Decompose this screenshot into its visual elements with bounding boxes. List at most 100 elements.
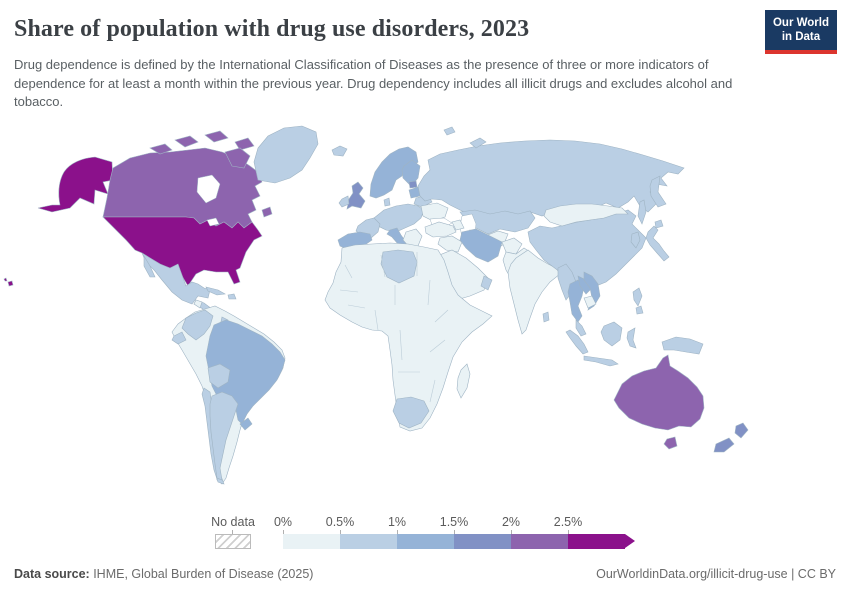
island-tasmania[interactable]	[663, 436, 678, 450]
island-java[interactable]	[583, 355, 619, 367]
legend-tick-mark	[397, 530, 398, 534]
island-sulawesi[interactable]	[626, 327, 637, 349]
legend-tick-mark	[568, 530, 569, 534]
country-australia[interactable]	[613, 354, 705, 431]
country-cambodia[interactable]	[583, 295, 597, 309]
legend-color-swatch[interactable]	[397, 534, 454, 549]
legend-tick-mark	[283, 530, 284, 534]
map-legend: No data 0% 0.5% 1% 1.5% 2% 2.5%	[0, 513, 850, 555]
country-greenland[interactable]	[253, 125, 319, 184]
data-source-label: Data source:	[14, 567, 90, 581]
legend-tick-label: 2%	[501, 515, 521, 529]
owid-logo-line2: in Data	[781, 30, 821, 43]
country-uruguay[interactable]	[239, 417, 253, 431]
country-sri-lanka[interactable]	[542, 311, 550, 323]
region-iraq-syria[interactable]	[437, 235, 463, 253]
page-title: Share of population with drug use disord…	[14, 16, 530, 42]
chart-footer: Data source: IHME, Global Burden of Dise…	[14, 567, 836, 581]
legend-tick-label: 1.5%	[439, 515, 469, 529]
legend-color-swatch[interactable]	[340, 534, 397, 549]
country-united-kingdom[interactable]	[346, 181, 366, 210]
country-japan[interactable]	[645, 225, 670, 262]
island-borneo[interactable]	[600, 321, 623, 347]
country-india[interactable]	[507, 249, 561, 335]
great-lakes	[206, 217, 220, 227]
hawaii[interactable]	[7, 280, 14, 287]
legend-color-swatch[interactable]	[283, 534, 340, 549]
legend-color-swatch[interactable]	[454, 534, 511, 549]
region-caucasus[interactable]	[451, 219, 465, 231]
arctic-island[interactable]	[174, 135, 199, 148]
country-cuba[interactable]	[205, 286, 226, 296]
country-afghanistan[interactable]	[501, 237, 523, 255]
island-hispaniola[interactable]	[227, 293, 237, 300]
region-oman-uae[interactable]	[480, 275, 493, 291]
country-philippines[interactable]	[632, 287, 643, 307]
data-source-note: Data source: IHME, Global Burden of Dise…	[14, 567, 313, 581]
legend-color-swatch[interactable]	[511, 534, 568, 549]
country-guatemala[interactable]	[193, 299, 203, 309]
novaya-zemlya[interactable]	[469, 137, 487, 149]
country-ecuador[interactable]	[171, 331, 187, 345]
country-argentina[interactable]	[209, 391, 239, 481]
country-kazakhstan[interactable]	[459, 209, 536, 235]
region-africa[interactable]	[324, 242, 493, 432]
legend-color-swatch[interactable]	[568, 534, 625, 549]
country-colombia[interactable]	[181, 309, 214, 341]
country-south-korea[interactable]	[630, 231, 641, 249]
arctic-island[interactable]	[204, 130, 229, 143]
legend-tick-label: 0.5%	[325, 515, 355, 529]
country-bolivia[interactable]	[207, 363, 231, 389]
country-estonia[interactable]	[408, 180, 418, 189]
region-norway-sweden[interactable]	[369, 146, 419, 199]
country-iran[interactable]	[459, 228, 503, 263]
hawaii[interactable]	[3, 277, 8, 282]
world-choropleth-map	[3, 125, 749, 485]
legend-segments	[283, 534, 635, 549]
kamchatka[interactable]	[649, 175, 667, 208]
island-new-guinea[interactable]	[661, 336, 704, 355]
country-mongolia[interactable]	[543, 203, 629, 227]
arctic-island[interactable]	[234, 137, 255, 151]
nz-south-island[interactable]	[713, 437, 735, 453]
arctic-island[interactable]	[149, 143, 173, 155]
country-south-africa[interactable]	[392, 396, 430, 429]
owid-logo[interactable]: Our World in Data	[764, 10, 837, 54]
country-denmark[interactable]	[383, 197, 391, 207]
legend-color-bar: 0% 0.5% 1% 1.5% 2% 2.5%	[274, 513, 643, 553]
legend-tick-label: 1%	[387, 515, 407, 529]
sakhalin[interactable]	[637, 199, 647, 225]
region-central-europe[interactable]	[373, 203, 425, 233]
legend-tick-mark	[340, 530, 341, 534]
nz-north-island[interactable]	[734, 422, 749, 439]
no-data-label: No data	[211, 515, 255, 529]
country-madagascar[interactable]	[456, 363, 471, 399]
country-turkey[interactable]	[424, 221, 457, 238]
country-ireland[interactable]	[338, 195, 350, 208]
country-malaysia[interactable]	[575, 319, 587, 337]
baffin-island[interactable]	[224, 147, 251, 169]
no-data-swatch[interactable]	[215, 534, 251, 549]
island-mindanao[interactable]	[635, 305, 644, 315]
newfoundland[interactable]	[261, 206, 273, 218]
data-source-text: IHME, Global Burden of Disease (2025)	[89, 567, 314, 581]
citation-link[interactable]: OurWorldinData.org/illicit-drug-use | CC…	[596, 567, 836, 581]
island-hokkaido[interactable]	[654, 219, 664, 229]
chart-subtitle: Drug dependence is defined by the Intern…	[14, 57, 733, 109]
country-alaska[interactable]	[37, 156, 114, 213]
island-svalbard[interactable]	[443, 126, 456, 136]
legend-tick-label: 2.5%	[553, 515, 583, 529]
owid-logo-line1: Our World	[772, 17, 829, 29]
legend-tick-mark	[511, 530, 512, 534]
country-iceland[interactable]	[331, 145, 348, 157]
country-libya[interactable]	[380, 249, 418, 284]
baja-california[interactable]	[143, 254, 156, 278]
island-sumatra[interactable]	[565, 329, 589, 355]
no-data-tick	[232, 530, 233, 534]
legend-tick-label: 0%	[273, 515, 293, 529]
africa-internal-borders	[339, 252, 449, 403]
legend-arrow-tip	[625, 534, 635, 548]
country-ukraine[interactable]	[420, 202, 449, 222]
country-vietnam[interactable]	[583, 271, 601, 311]
